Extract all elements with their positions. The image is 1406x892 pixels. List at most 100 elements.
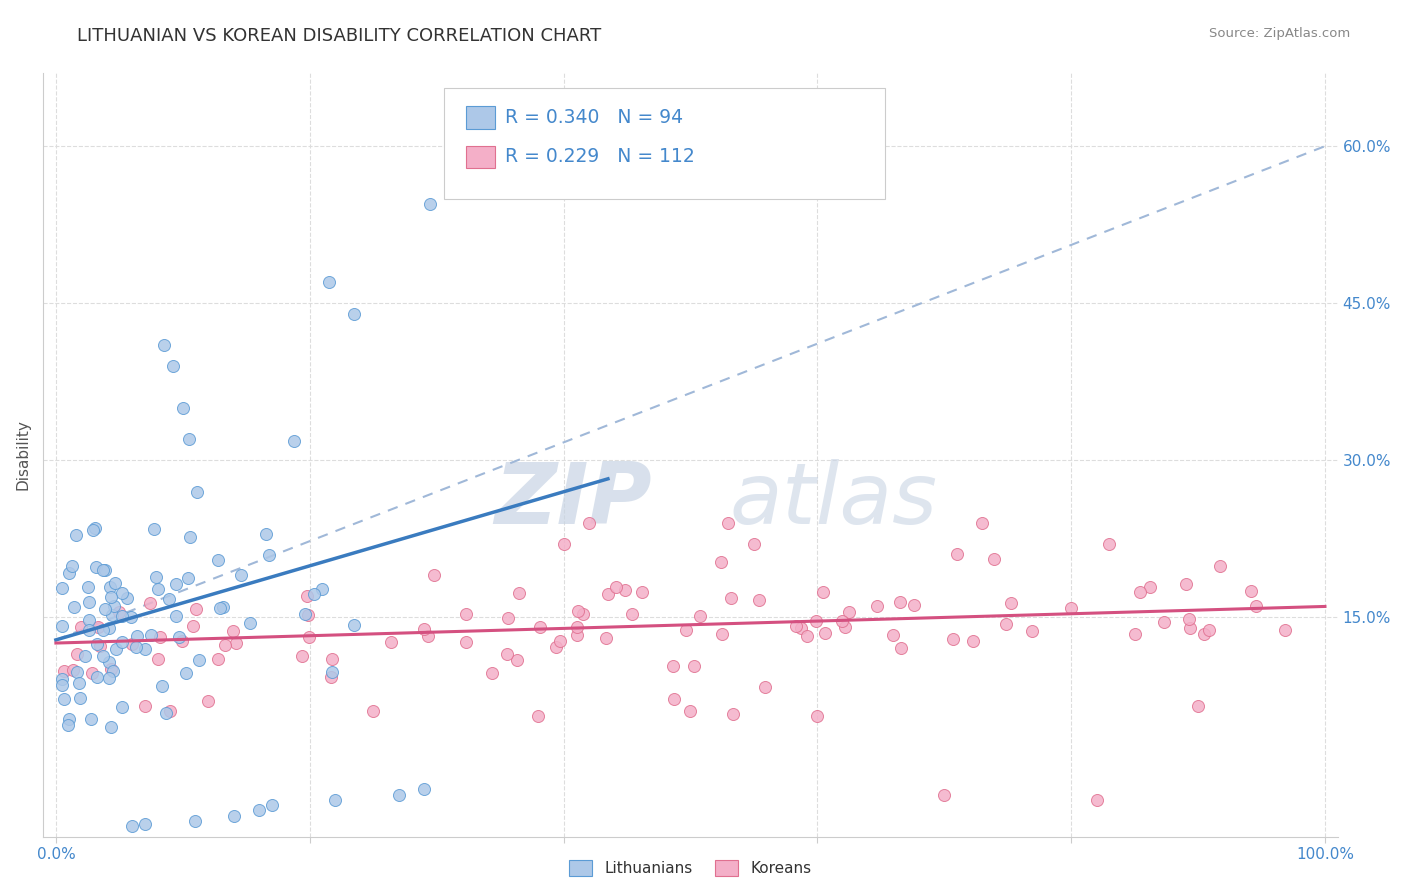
Point [139,596,162,610]
Point [167,630,190,644]
Point [62,599,84,614]
Text: R = 0.229   N = 112: R = 0.229 N = 112 [505,147,695,167]
Point [108,605,131,619]
Point [62,663,84,677]
Point [207,652,229,666]
Point [53,692,76,706]
Point [321,670,343,684]
Point [172,401,194,415]
Point [290,648,312,663]
Point [813,584,835,599]
Point [66,647,89,661]
Point [179,432,201,446]
Point [247,804,270,818]
Point [553,537,575,551]
Point [86,637,108,651]
Point [69,690,91,705]
Point [689,608,711,623]
Point [222,624,245,638]
Point [498,611,520,625]
Point [496,647,519,661]
Point [162,359,184,373]
Point [93,563,115,577]
Point [1153,615,1175,629]
Point [598,587,620,601]
Point [620,607,643,621]
Point [66,665,89,680]
Point [93,648,115,663]
Point [1240,583,1263,598]
Point [145,570,167,584]
Point [679,704,702,718]
FancyBboxPatch shape [444,88,884,199]
Point [1177,612,1199,626]
Point [239,616,262,631]
Point [110,699,132,714]
Text: ZIP: ZIP [494,459,651,542]
Point [962,634,984,648]
Point [413,782,436,797]
Text: R = 0.340   N = 94: R = 0.340 N = 94 [505,108,683,127]
Point [889,595,911,609]
Point [1000,596,1022,610]
Point [748,593,770,607]
Point [318,275,340,289]
Point [179,530,201,544]
Point [207,553,229,567]
Point [51,672,73,686]
Point [127,629,149,643]
Point [79,613,101,627]
Point [51,581,73,595]
Point [662,692,685,706]
Point [170,633,193,648]
Point [1244,599,1267,614]
Point [103,599,125,613]
Point [481,665,503,680]
Point [165,609,187,624]
Point [1274,624,1296,638]
Point [86,670,108,684]
Point [186,484,208,499]
Point [1098,537,1121,551]
Point [184,814,207,828]
Point [804,614,827,628]
Point [76,580,98,594]
Point [174,665,197,680]
Point [101,664,124,678]
Point [67,676,90,690]
Point [150,679,173,693]
Point [710,627,733,641]
Point [508,586,530,600]
Point [297,589,319,603]
Point [121,819,143,833]
Point [186,602,208,616]
Point [159,704,181,718]
Point [721,707,744,722]
Point [120,609,142,624]
Point [60,558,83,573]
Point [98,621,121,635]
Point [831,614,853,628]
Point [1208,558,1230,573]
Point [890,640,912,655]
Point [343,617,366,632]
Point [134,642,156,657]
Point [380,634,402,648]
Point [93,563,115,577]
Point [111,608,134,623]
Point [222,808,245,822]
Point [73,649,96,664]
Point [343,307,366,321]
Point [197,693,219,707]
Point [720,591,742,605]
Point [294,607,316,621]
Point [83,521,105,535]
Point [254,526,277,541]
Point [86,560,108,574]
Bar [467,106,495,128]
Point [53,664,76,678]
Point [527,709,550,723]
Point [58,566,80,581]
Point [89,640,111,654]
Point [361,704,384,718]
